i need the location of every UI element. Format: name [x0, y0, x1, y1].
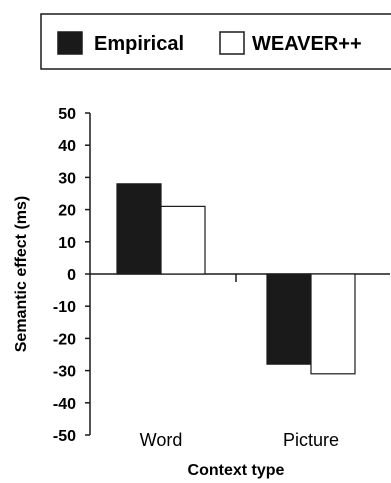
y-tick-label: -40: [53, 396, 76, 413]
bars: [116, 183, 356, 375]
y-tick-label: 50: [58, 106, 76, 123]
bar-weaver--word: [160, 205, 206, 275]
bar-weaver--picture: [310, 273, 356, 375]
y-tick-label: -50: [53, 428, 76, 445]
legend: Empirical WEAVER++: [40, 13, 391, 70]
legend-swatch-empirical: [57, 31, 83, 55]
y-tick-label: -30: [53, 364, 76, 381]
legend-label-empirical: Empirical: [94, 33, 184, 55]
y-tick-labels: 50 40 30 20 10 0 -10 -20 -30 -40 -50: [53, 106, 76, 445]
y-tick-label: 10: [58, 235, 76, 252]
y-tick-label: 20: [58, 203, 76, 220]
legend-frame: [40, 13, 391, 70]
bar-empirical-word: [116, 183, 162, 275]
y-tick-label: -20: [53, 331, 76, 348]
y-axis-title: Semantic effect (ms): [13, 196, 30, 353]
category-labels: Word Picture: [140, 430, 339, 450]
x-axis-title: Context type: [188, 462, 285, 479]
legend-swatch-weaver: [219, 31, 245, 55]
bar-empirical-picture: [266, 273, 312, 365]
category-label-picture: Picture: [283, 430, 339, 450]
y-tick-label: 40: [58, 138, 76, 155]
y-tick-label: -10: [53, 299, 76, 316]
legend-label-weaver: WEAVER++: [252, 33, 362, 55]
y-tick-label: 30: [58, 170, 76, 187]
y-tick-label: 0: [67, 267, 76, 284]
category-label-word: Word: [140, 430, 183, 450]
